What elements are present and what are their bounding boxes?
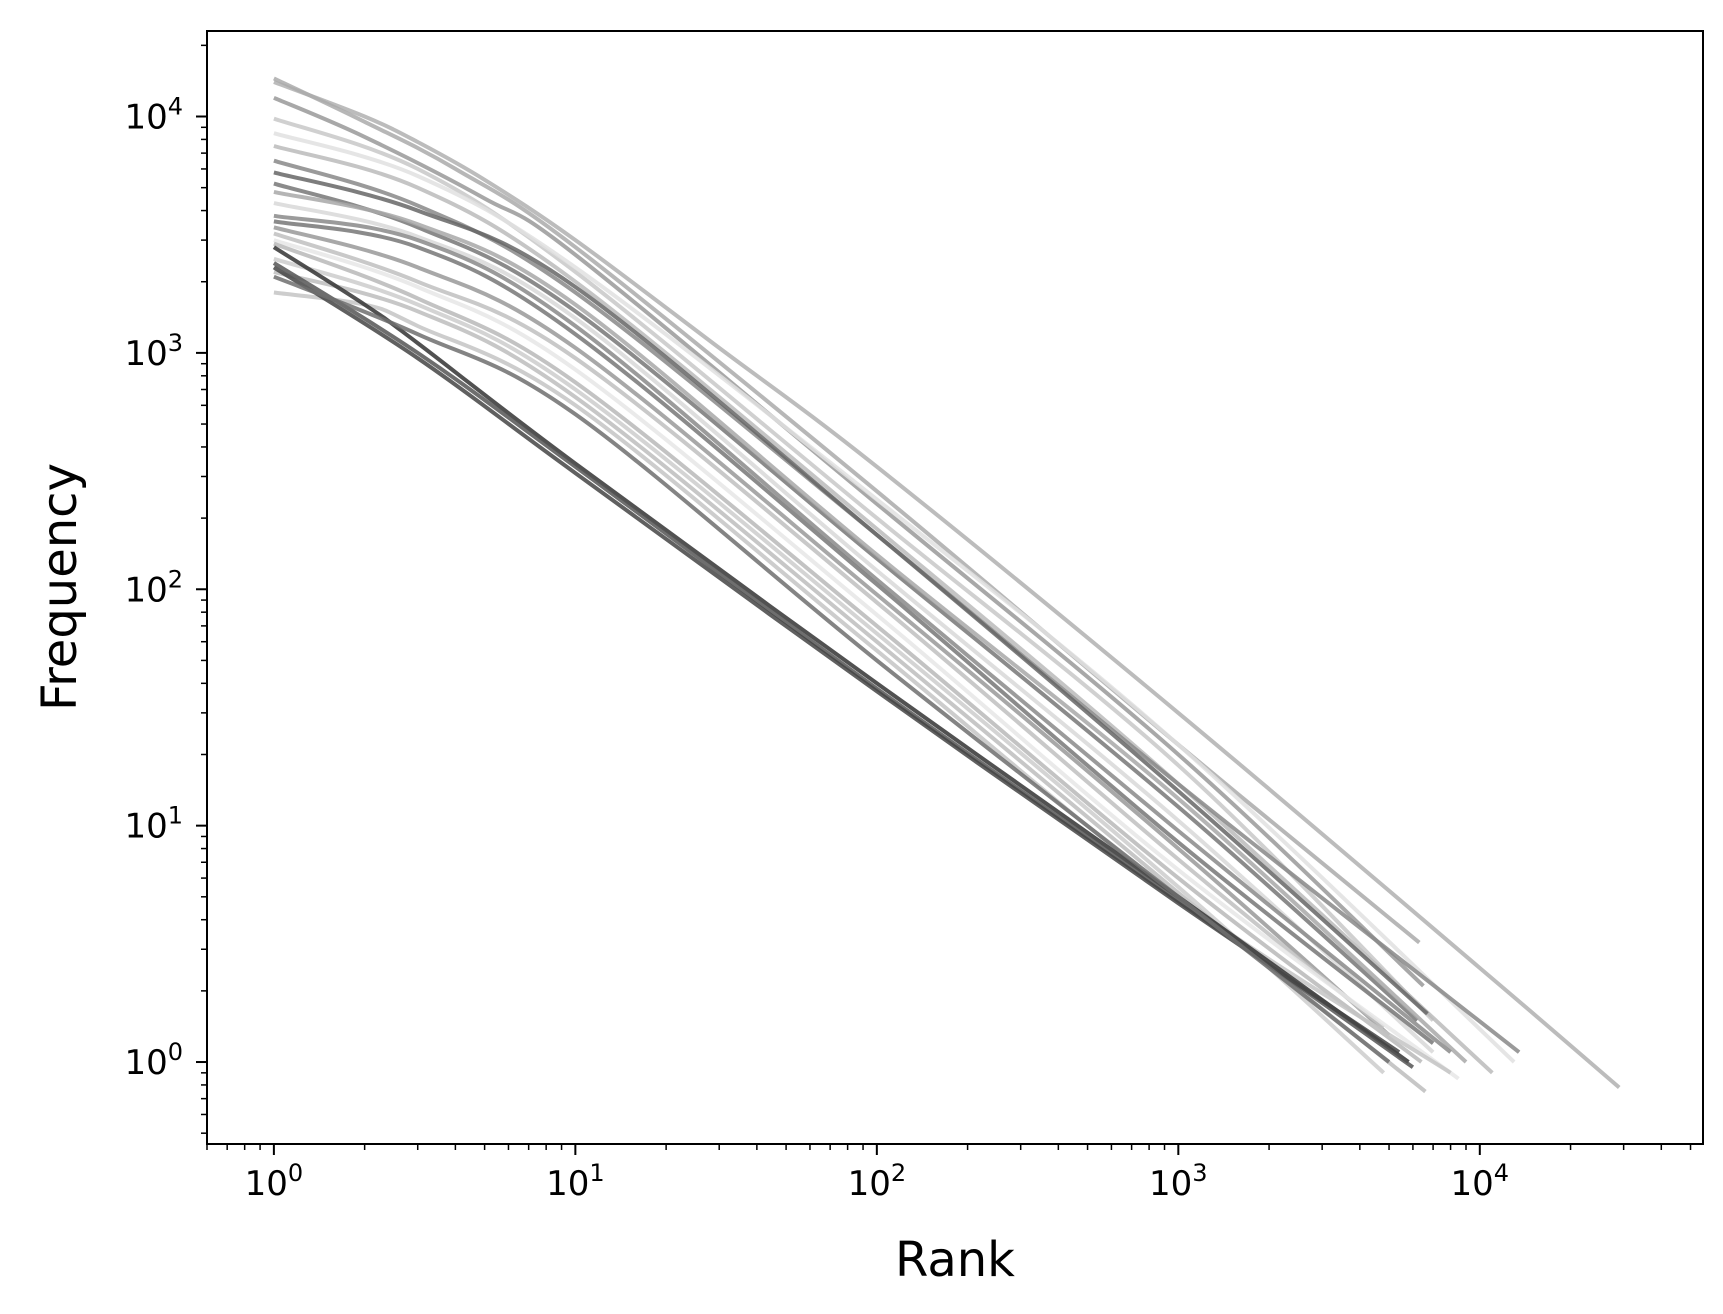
x-tick-label-3: 103 (1149, 1159, 1208, 1204)
series-line-5 (273, 131, 1516, 1064)
plot-frame (206, 30, 1704, 1145)
series-line-17 (273, 241, 1423, 1064)
y-axis-title: Frequency (32, 463, 88, 711)
series-layer (272, 76, 1621, 1094)
series-line-24 (273, 274, 1391, 1064)
series-line-9 (273, 181, 1419, 1022)
series-line-15 (273, 231, 1385, 1030)
series-line-6 (273, 144, 1494, 1075)
series-line-23 (272, 265, 1401, 1054)
y-tick-label-0: 100 (124, 1038, 183, 1083)
series-line-14 (273, 225, 1391, 1037)
series-line-1 (273, 80, 1621, 1090)
series-line-18 (273, 256, 1386, 1075)
series-line-10 (273, 189, 1468, 1064)
series-line-11 (273, 201, 1435, 1054)
x-axis-title: Rank (895, 1232, 1015, 1288)
series-line-4 (273, 116, 1435, 1022)
series-line-16 (273, 238, 1460, 1081)
series-line-8 (273, 170, 1429, 1016)
series-line-13 (273, 219, 1435, 1045)
series-line-12 (273, 213, 1452, 1054)
